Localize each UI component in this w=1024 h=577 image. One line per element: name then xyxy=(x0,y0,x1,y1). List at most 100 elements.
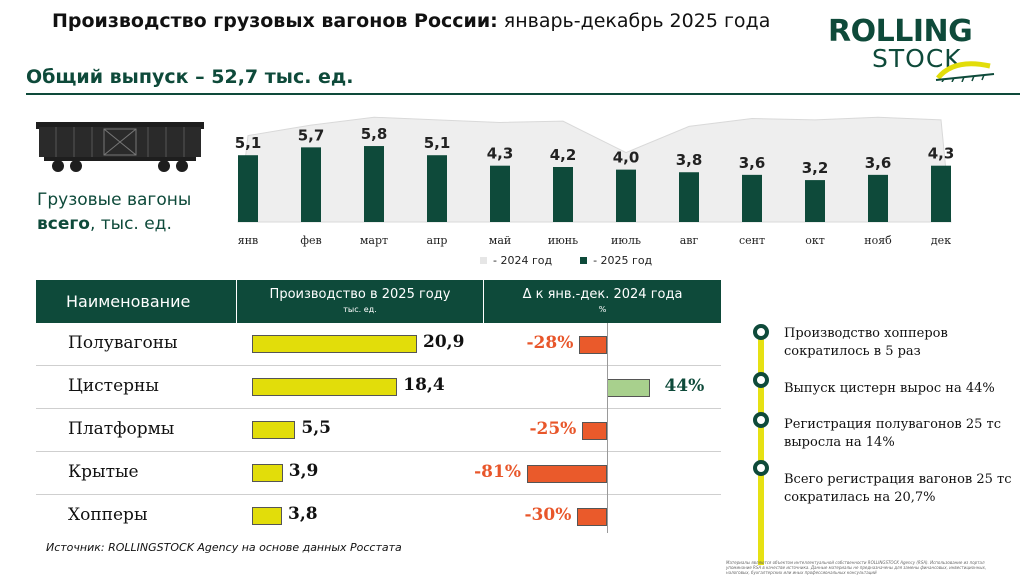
bar-2025-июнь xyxy=(553,167,573,222)
col-header-delta-unit: % xyxy=(598,305,607,314)
source-note: Источник: ROLLINGSTOCK Agency на основе … xyxy=(46,541,402,554)
table-row: Цистерны 18,4 44% xyxy=(36,366,721,409)
bar-label-март: 5,8 xyxy=(361,125,388,143)
x-tick-май: май xyxy=(489,234,511,247)
delta-value: -81% xyxy=(474,462,521,482)
x-tick-окт: окт xyxy=(805,234,825,247)
legend-item-2024: - 2024 год xyxy=(480,254,552,267)
legend-item-2025: - 2025 год xyxy=(580,254,652,267)
monthly-production-chart: 5,1 янв 5,7 фев 5,8 март 5,1 апр 4,3 май 4,2 июнь 4,… xyxy=(235,116,955,247)
x-tick-фев: фев xyxy=(300,234,321,247)
bar-2025-авг xyxy=(679,172,699,222)
bar-label-сент: 3,6 xyxy=(739,154,766,172)
chart-label: Грузовые вагоны всего, тыс. ед. xyxy=(37,188,191,236)
chart-label-unit: , тыс. ед. xyxy=(89,214,172,234)
x-tick-авг: авг xyxy=(680,234,699,247)
row-name: Полувагоны xyxy=(68,333,178,353)
delta-bar xyxy=(579,336,607,354)
bar-label-фев: 5,7 xyxy=(298,126,325,144)
row-name: Хопперы xyxy=(68,505,148,525)
production-value: 5,5 xyxy=(301,418,331,438)
bar-label-июнь: 4,2 xyxy=(550,146,577,164)
chart-label-line2: всего, тыс. ед. xyxy=(37,212,191,236)
table-row: Полувагоны 20,9 -28% xyxy=(36,323,721,366)
delta-bar xyxy=(527,465,607,483)
bar-2025-окт xyxy=(805,180,825,222)
timeline-line xyxy=(758,332,764,565)
bar-label-нояб: 3,6 xyxy=(865,154,892,172)
disclaimer-note: Материалы являются объектом интеллектуал… xyxy=(726,560,987,575)
col-header-delta-title: Δ к янв.-дек. 2024 года xyxy=(522,287,683,302)
timeline-dot xyxy=(753,372,769,388)
delta-value: -30% xyxy=(524,505,572,525)
x-tick-янв: янв xyxy=(238,234,258,247)
production-value: 3,8 xyxy=(288,504,318,524)
subtitle-underline xyxy=(26,93,1020,95)
col-header-production-unit: тыс. ед. xyxy=(343,305,377,314)
highlight-text: Всего регистрация вагонов 25 тс сократил… xyxy=(784,472,1012,505)
bar-2025-апр xyxy=(427,155,447,222)
row-name: Крытые xyxy=(68,462,139,482)
col-header-production-title: Производство в 2025 году xyxy=(269,287,451,302)
row-divider xyxy=(36,365,721,366)
page-title-rest: январь-декабрь 2025 года xyxy=(497,10,771,32)
row-divider xyxy=(36,451,721,452)
total-output-subtitle: Общий выпуск – 52,7 тыс. ед. xyxy=(26,66,354,88)
bar-label-май: 4,3 xyxy=(487,145,514,163)
bar-2025-фев xyxy=(301,147,321,222)
delta-value: -25% xyxy=(529,419,577,439)
bar-2025-янв xyxy=(238,155,258,222)
page-title: Производство грузовых вагонов России: ян… xyxy=(52,10,770,32)
logo-rail-icon xyxy=(935,61,995,82)
bar-label-апр: 5,1 xyxy=(424,134,451,152)
highlight-text: Регистрация полувагонов 25 тс выросла на… xyxy=(784,417,1002,450)
x-tick-июль: июль xyxy=(611,234,641,247)
row-name: Цистерны xyxy=(68,376,159,396)
chart-legend: - 2024 год - 2025 год xyxy=(480,254,652,267)
legend-swatch-2025 xyxy=(580,257,588,264)
timeline-dot xyxy=(753,460,769,476)
delta-zero-axis xyxy=(607,323,608,533)
x-tick-дек: дек xyxy=(931,234,951,247)
production-bar xyxy=(252,335,417,353)
row-divider xyxy=(36,494,721,495)
bar-2025-март xyxy=(364,146,384,222)
chart-label-bold: всего xyxy=(37,214,90,234)
legend-swatch-2024 xyxy=(480,257,487,264)
x-tick-июнь: июнь xyxy=(548,234,578,247)
legend-label-2025: - 2025 год xyxy=(593,254,653,267)
col-header-delta: Δ к янв.-дек. 2024 года % xyxy=(484,280,721,323)
bar-label-янв: 5,1 xyxy=(235,134,262,152)
page-title-bold: Производство грузовых вагонов России: xyxy=(52,10,498,32)
x-tick-сент: сент xyxy=(739,234,765,247)
x-tick-апр: апр xyxy=(427,234,448,247)
freight-wagon-icon xyxy=(36,122,204,172)
x-tick-март: март xyxy=(360,234,388,247)
bar-label-авг: 3,8 xyxy=(676,151,703,169)
x-tick-нояб: нояб xyxy=(864,234,892,247)
col-header-name: Наименование xyxy=(66,292,191,311)
production-value: 3,9 xyxy=(288,461,319,481)
timeline-dot xyxy=(753,324,769,340)
production-bar xyxy=(252,421,296,439)
area-2024 xyxy=(237,116,952,223)
table-row: Платформы 5,5 -25% xyxy=(36,409,721,452)
production-value: 18,4 xyxy=(403,375,445,395)
table-row: Хопперы 3,8 -30% xyxy=(36,495,721,538)
production-bar xyxy=(252,378,398,396)
logo-word-top: ROLLING xyxy=(828,14,973,49)
delta-value: 44% xyxy=(664,376,705,396)
bar-label-окт: 3,2 xyxy=(802,159,829,177)
bar-label-дек: 4,3 xyxy=(928,145,955,163)
bar-2025-сент xyxy=(742,174,762,222)
delta-bar xyxy=(607,379,651,397)
bar-2025-дек xyxy=(931,165,951,222)
production-bar xyxy=(252,507,282,525)
chart-label-line1: Грузовые вагоны xyxy=(37,190,192,210)
bar-label-июль: 4,0 xyxy=(613,149,640,167)
legend-label-2024: - 2024 год xyxy=(493,254,553,267)
highlight-text: Производство хопперов сократилось в 5 ра… xyxy=(784,326,948,359)
delta-bar xyxy=(577,508,607,526)
bar-2025-июль xyxy=(616,169,636,222)
rollingstock-logo: ROLLING STOCK xyxy=(826,14,996,82)
